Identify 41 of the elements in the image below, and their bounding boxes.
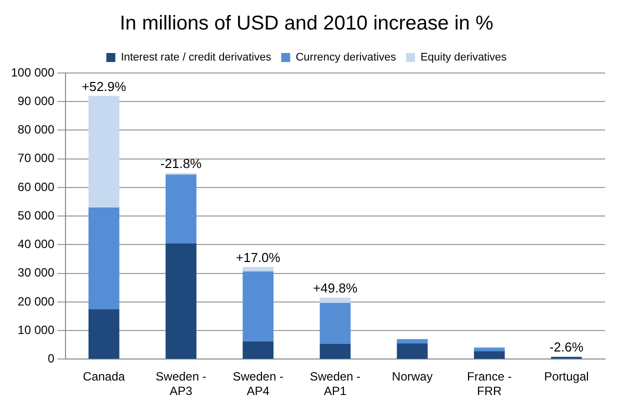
y-tick-label: 10 000 [18,322,55,337]
bar [88,309,120,359]
x-tick-label: Sweden - AP4 [232,370,284,398]
bar [166,243,196,359]
annotation: +49.8% [312,280,358,296]
annotation: -21.8% [160,156,202,172]
bar [242,341,274,359]
bar [474,351,505,359]
y-tick-label: 0 [48,352,55,366]
chart-title: In millions of USD and 2010 increase in % [120,12,494,35]
bar [88,96,120,208]
annotation: +17.0% [236,250,281,266]
bar [166,174,196,244]
y-tick-label: 60 000 [18,180,55,194]
legend-label: Equity derivatives [420,52,508,64]
x-tick-label: Sweden - AP1 [310,370,361,398]
x-tick-label: Canada [82,370,126,384]
y-tick-label: 50 000 [18,208,55,222]
bar [396,339,428,344]
bar [396,343,428,359]
y-tick-label: 90 000 [18,94,55,108]
annotation: +52.9% [82,78,127,94]
bar [242,267,274,272]
y-tick-label: 30 000 [18,266,55,280]
y-tick-label: 70 000 [18,151,55,166]
y-tick-label: 40 000 [18,237,55,252]
y-tick-label: 100 000 [10,65,55,80]
bar [320,298,351,303]
bar [88,208,120,310]
bar [320,302,351,344]
y-tick-label: 20 000 [18,294,55,308]
x-tick-label: Norway [392,370,433,384]
bar [242,271,274,342]
legend-label: Currency derivatives [296,52,396,64]
y-tick-label: 80 000 [18,122,55,137]
x-tick-label: Sweden - AP3 [156,370,206,398]
annotation: -2.6% [549,339,584,354]
x-tick-label: Portugal [544,370,589,384]
x-tick-label: France - FRR [467,370,512,398]
bar [320,344,351,359]
legend-label: Interest rate / credit derivatives [120,52,272,64]
